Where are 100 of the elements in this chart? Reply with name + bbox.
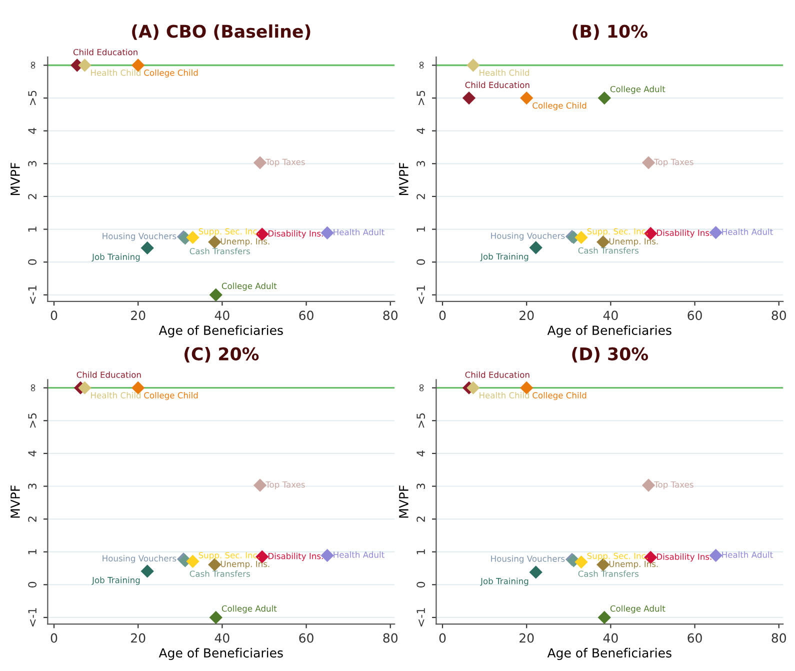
y-tick-label: 3: [416, 161, 426, 166]
series-label: Health Child: [480, 69, 530, 76]
y-axis-title: MVPF: [399, 162, 408, 196]
x-tick-label: 40: [603, 310, 618, 320]
series-label: Job Training: [92, 576, 140, 585]
x-tick-label: 60: [688, 633, 702, 643]
series-label: College Adult: [222, 605, 277, 614]
series-label: Child Education: [465, 371, 530, 378]
y-tick-label: 1: [416, 549, 425, 554]
y-tick-label: 1: [28, 226, 36, 232]
y-axis-title: MVPF: [10, 486, 20, 518]
series-label: Job Training: [480, 578, 528, 586]
series-label: Top Taxes: [266, 481, 305, 490]
point: [253, 156, 267, 170]
series-label: College Child: [532, 392, 586, 400]
series-label: Health Child: [91, 392, 141, 398]
x-tick-label: 40: [214, 633, 230, 643]
series-label: Health Child: [91, 69, 141, 76]
point: [466, 381, 480, 394]
series-label: Housing Vouchers: [491, 555, 565, 564]
y-tick-label: 1: [416, 226, 425, 232]
series-label: Housing Vouchers: [102, 555, 176, 564]
point: [574, 230, 588, 244]
series-label: College Adult: [222, 282, 277, 291]
y-tick-label: >5: [28, 90, 37, 106]
y-tick-label: <-1: [416, 286, 425, 304]
series-label: Disability Ins.: [268, 552, 323, 561]
y-tick-label: 4: [28, 450, 36, 456]
y-tick-label: 2: [28, 194, 36, 200]
y-tick-label: >5: [416, 413, 426, 428]
series-label: Job Training: [92, 254, 140, 262]
x-tick-label: 80: [383, 310, 398, 320]
point: [78, 58, 92, 72]
y-tick-label: 2: [28, 516, 36, 522]
series-label: Cash Transfers: [190, 248, 250, 254]
chart-title: (B) 10%: [572, 24, 648, 40]
series-label: College Child: [144, 69, 198, 78]
chart-title: (C) 20%: [184, 347, 259, 362]
series-label: Health Child: [480, 392, 530, 398]
y-tick-label: 3: [416, 484, 426, 489]
point: [209, 610, 222, 624]
y-axis-title: MVPF: [399, 486, 408, 518]
series-label: Disability Ins.: [657, 553, 712, 562]
point: [209, 288, 222, 302]
y-tick-label: 0: [416, 259, 426, 265]
x-tick-label: 80: [772, 310, 786, 320]
x-tick-label: 40: [603, 633, 618, 643]
x-tick-label: 0: [50, 633, 58, 643]
series-label: Unemp. Ins.: [220, 560, 270, 569]
y-tick-label: ∞: [30, 384, 36, 392]
x-axis-title: Age of Beneficiaries: [158, 648, 283, 660]
y-tick-label: 1: [28, 549, 36, 554]
series-label: Unemp. Ins.: [609, 560, 658, 569]
x-tick-label: 20: [131, 310, 146, 320]
point: [598, 91, 611, 105]
x-tick-label: 0: [439, 633, 446, 643]
x-tick-label: 60: [299, 310, 314, 320]
point: [140, 564, 154, 578]
x-tick-label: 0: [439, 310, 446, 320]
point: [642, 478, 656, 492]
y-tick-label: 4: [28, 128, 36, 134]
series-label: Health Adult: [722, 228, 773, 235]
y-tick-label: 4: [416, 128, 425, 134]
y-axis-title: MVPF: [10, 162, 20, 196]
series-label: Top Taxes: [654, 481, 694, 490]
point: [466, 58, 480, 72]
series-label: Child Education: [73, 48, 138, 56]
series-label: Unemp. Ins.: [609, 238, 658, 246]
series-label: Top Taxes: [266, 158, 305, 167]
x-axis-title: Age of Beneficiaries: [547, 325, 672, 338]
point: [186, 554, 200, 568]
series-label: College Adult: [610, 605, 666, 614]
x-axis-title: Age of Beneficiaries: [547, 648, 672, 660]
y-tick-label: >5: [416, 90, 426, 106]
series-label: Job Training: [480, 253, 528, 262]
point: [598, 610, 611, 624]
y-tick-label: >5: [28, 413, 37, 428]
series-label: Cash Transfers: [190, 570, 250, 577]
chart-title: (D) 30%: [572, 347, 648, 362]
point: [78, 381, 92, 394]
x-axis-title: Age of Beneficiaries: [158, 325, 283, 338]
point: [253, 478, 267, 492]
y-tick-label: <-1: [28, 286, 36, 304]
y-tick-label: ∞: [419, 62, 424, 69]
y-tick-label: ∞: [30, 62, 36, 69]
y-tick-label: <-1: [28, 608, 36, 626]
point: [520, 91, 534, 105]
x-tick-label: 60: [299, 633, 314, 643]
series-label: College Child: [144, 392, 198, 400]
series-label: Unemp. Ins.: [220, 238, 270, 246]
y-tick-label: 0: [416, 582, 426, 588]
y-tick-label: 3: [28, 161, 37, 166]
series-label: Top Taxes: [654, 158, 694, 167]
point: [140, 241, 154, 255]
point: [574, 555, 588, 569]
y-tick-label: ∞: [419, 384, 424, 392]
x-tick-label: 20: [131, 633, 146, 643]
x-tick-label: 20: [520, 310, 534, 320]
series-label: Housing Vouchers: [491, 232, 565, 241]
y-tick-label: 4: [416, 450, 425, 456]
